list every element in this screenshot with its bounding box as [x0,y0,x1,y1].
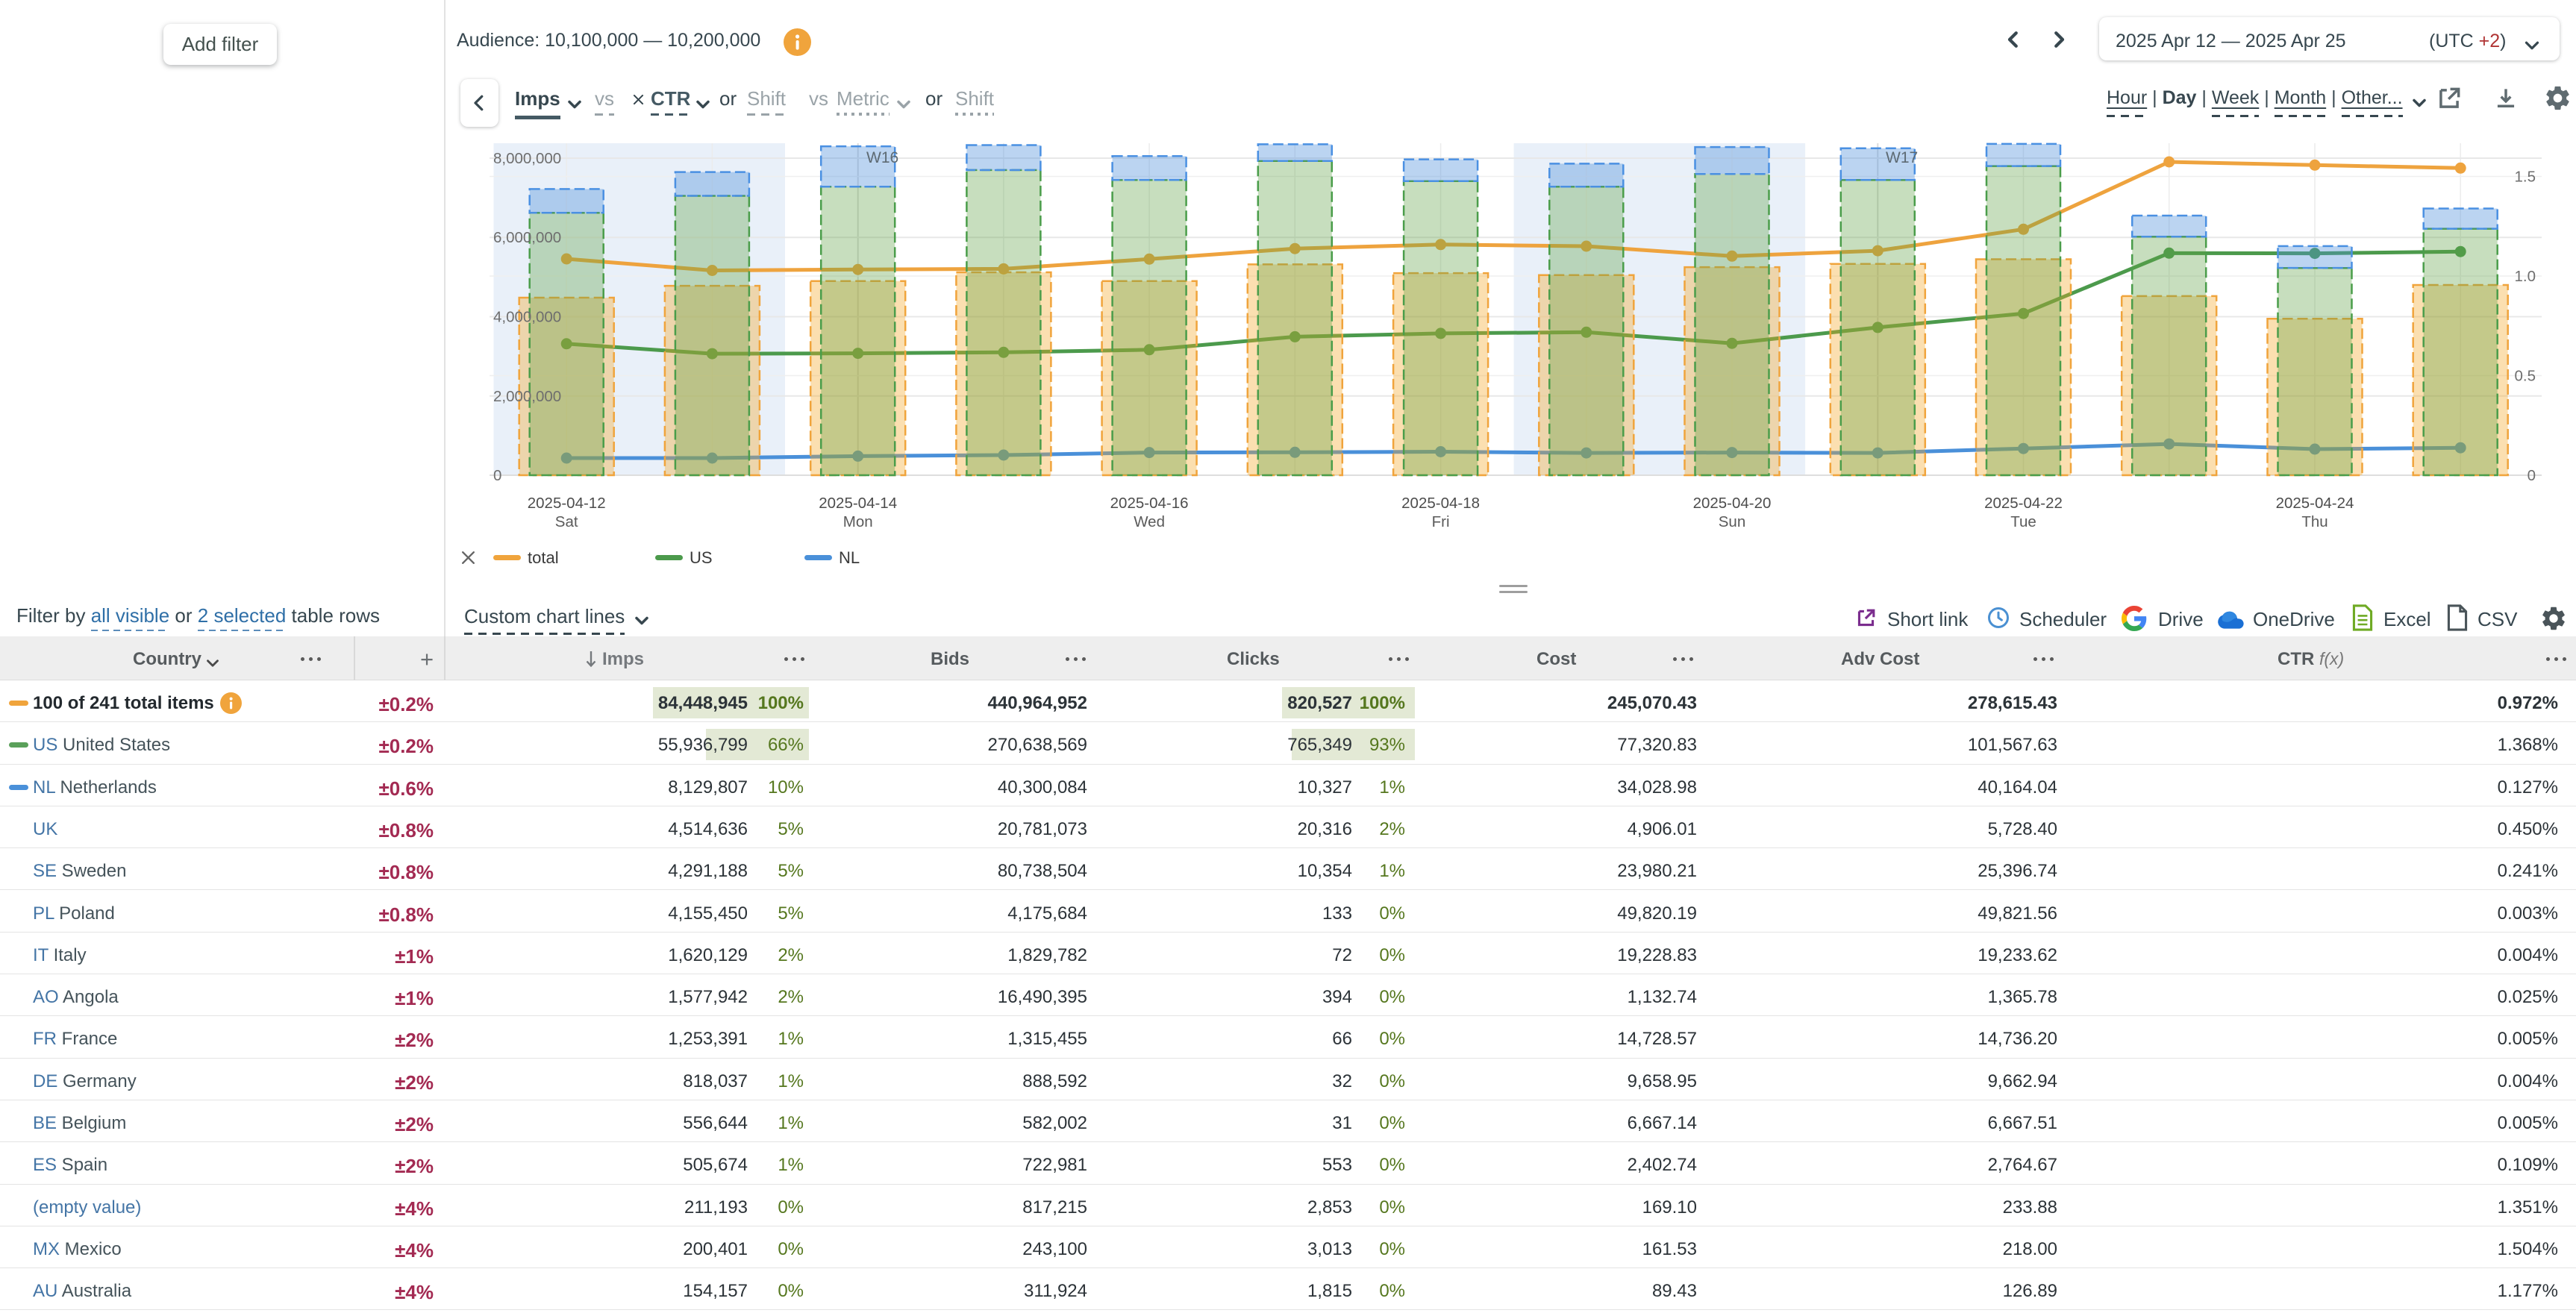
svg-text:2025-04-16: 2025-04-16 [1110,495,1189,512]
svg-text:Thu: Thu [2301,513,2328,530]
svg-text:Sun: Sun [1719,513,1745,530]
svg-text:8,000,000: 8,000,000 [493,150,561,167]
svg-text:Tue: Tue [2010,513,2036,530]
svg-text:2025-04-18: 2025-04-18 [1401,495,1480,512]
svg-text:6,000,000: 6,000,000 [493,229,561,246]
svg-text:Mon: Mon [843,513,873,530]
svg-text:2025-04-22: 2025-04-22 [1984,495,2063,512]
svg-text:0: 0 [493,467,501,484]
svg-text:Wed: Wed [1134,513,1165,530]
svg-text:1.5: 1.5 [2515,169,2536,186]
svg-text:2,000,000: 2,000,000 [493,388,561,405]
svg-text:2025-04-24: 2025-04-24 [2276,495,2354,512]
svg-text:0.5: 0.5 [2515,368,2536,385]
svg-text:Sat: Sat [555,513,578,530]
svg-text:Fri: Fri [1432,513,1450,530]
svg-text:2025-04-20: 2025-04-20 [1693,495,1772,512]
svg-text:4,000,000: 4,000,000 [493,309,561,326]
svg-text:W16: W16 [866,149,898,166]
svg-text:W17: W17 [1886,149,1918,166]
svg-text:2025-04-14: 2025-04-14 [819,495,897,512]
svg-text:0: 0 [2527,467,2536,484]
svg-text:2025-04-12: 2025-04-12 [528,495,606,512]
svg-text:1.0: 1.0 [2515,268,2536,285]
